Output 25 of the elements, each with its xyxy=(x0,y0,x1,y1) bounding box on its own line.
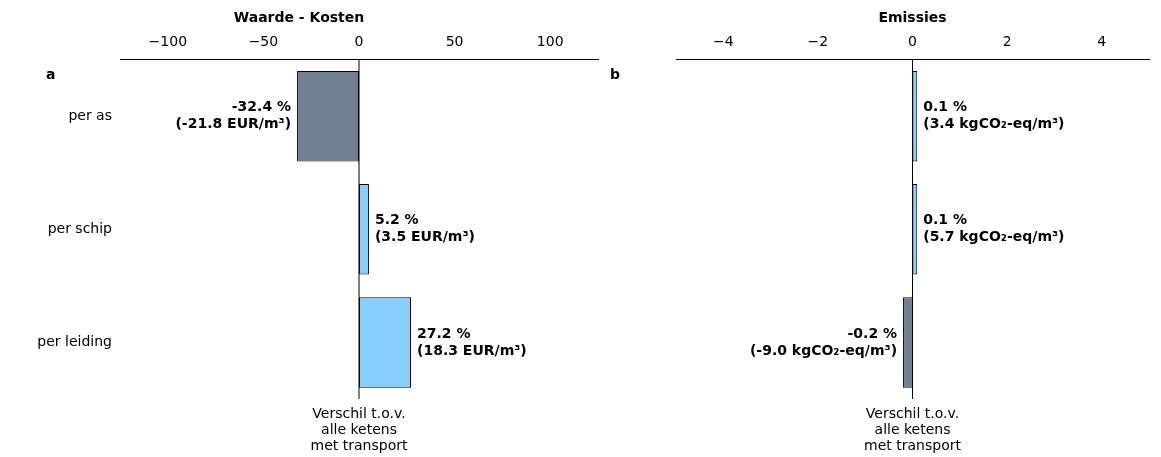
data-label: 5.2 % (3.5 EUR/m³) xyxy=(374,211,475,245)
chart-title: Waarde - Kosten xyxy=(233,9,365,26)
x-tick-label: 4 xyxy=(1097,32,1107,49)
x-tick-label: −4 xyxy=(712,32,734,49)
data-label: -0.2 % (-9.0 kgCO₂-eq/m³) xyxy=(749,324,898,358)
x-tick-label: −50 xyxy=(248,32,279,49)
data-label: 0.1 % (3.4 kgCO₂-eq/m³) xyxy=(923,98,1065,132)
x-tick-label: 50 xyxy=(445,32,464,49)
y-tick-label: per leiding xyxy=(37,333,112,350)
x-tick-label: 0 xyxy=(908,32,917,49)
x-tick-label: 100 xyxy=(536,32,564,49)
data-label: 27.2 % (18.3 EUR/m³) xyxy=(417,324,527,358)
data-label: 0.1 % (5.7 kgCO₂-eq/m³) xyxy=(923,211,1065,245)
x-tick-label: 2 xyxy=(1002,32,1012,49)
text: b xyxy=(610,66,621,83)
text: a xyxy=(46,66,56,83)
chart-title: Emissies xyxy=(878,9,947,26)
x-tick-label: −2 xyxy=(807,32,829,49)
x-tick-label: 0 xyxy=(354,32,364,49)
x-axis-title: Verschil t.o.v. alle ketens met transport xyxy=(864,404,962,453)
y-tick-label: per schip xyxy=(47,219,113,236)
data-label: -32.4 % (-21.8 EUR/m³) xyxy=(175,98,292,132)
x-axis-title: Verschil t.o.v. alle ketens met transport xyxy=(310,404,408,453)
x-tick-label: −100 xyxy=(148,32,188,49)
y-tick-label: per as xyxy=(68,106,112,123)
